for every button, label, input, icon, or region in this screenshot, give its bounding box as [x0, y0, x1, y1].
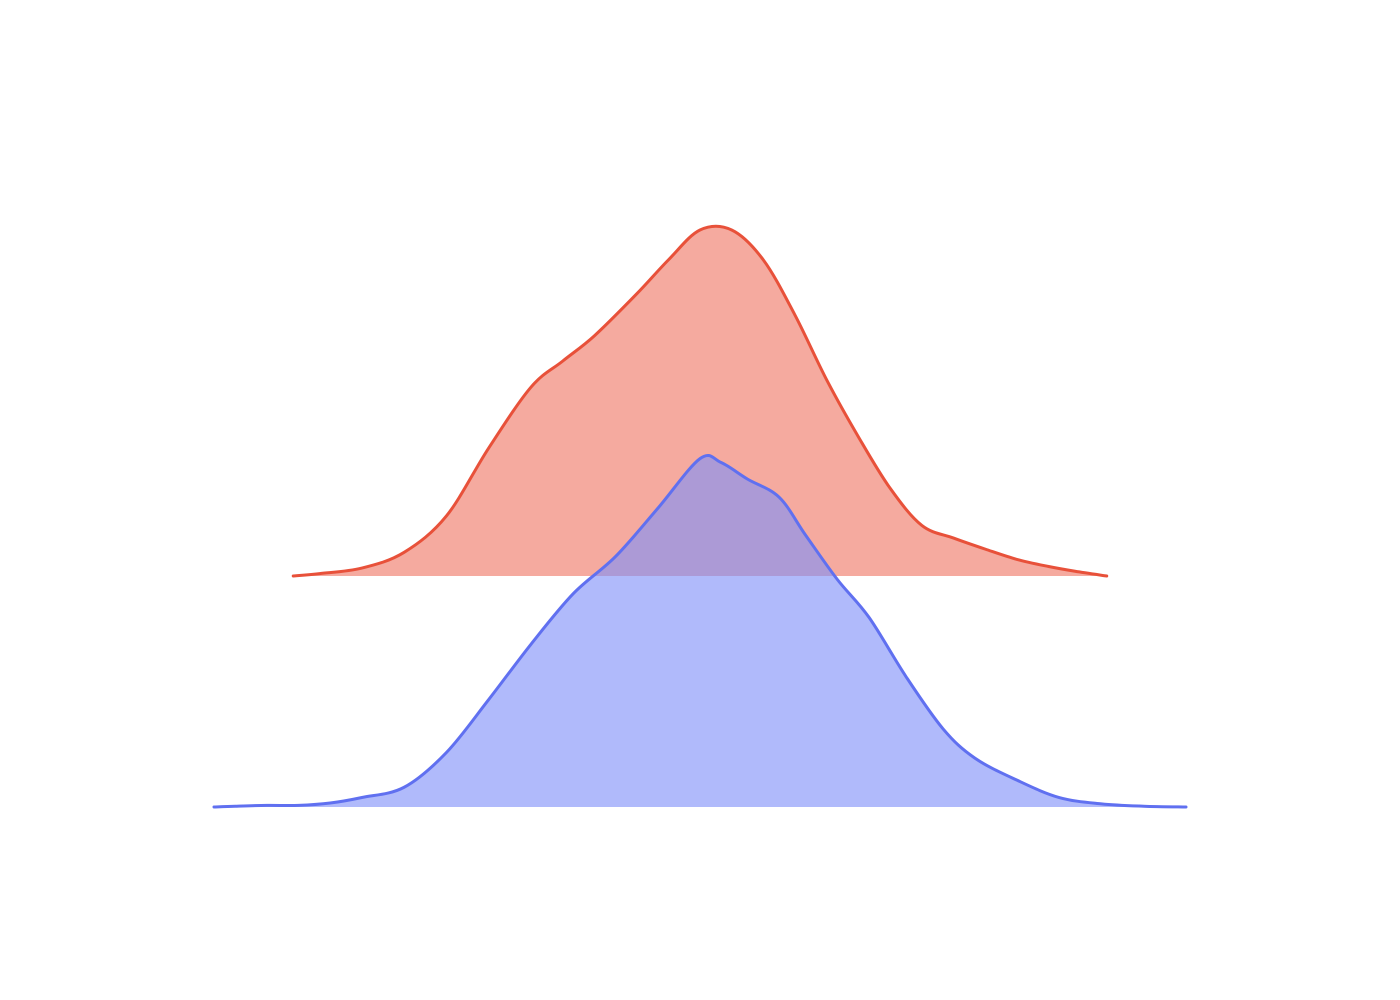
ridge-series-0: [212, 454, 1188, 809]
ridge-area-0: [214, 455, 1186, 807]
ridge-layers: [212, 224, 1188, 809]
ridge-line-1: [291, 224, 1109, 578]
ridge-line-0: [212, 454, 1188, 809]
ridge-area-1: [293, 226, 1107, 577]
ridge-series-1: [291, 224, 1109, 578]
